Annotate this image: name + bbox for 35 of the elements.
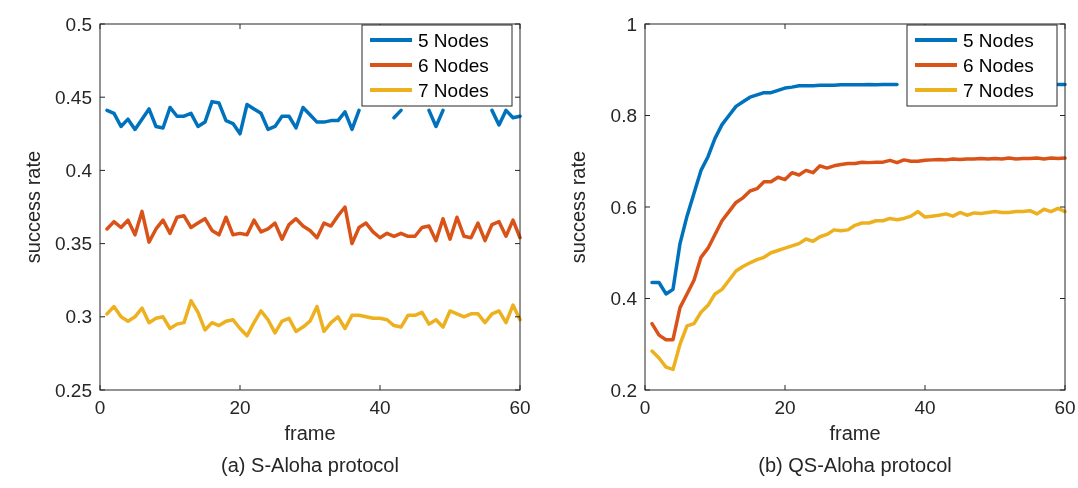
y-tick-label: 0.8: [610, 105, 637, 127]
legend-label: 5 Nodes: [963, 29, 1034, 51]
text: (a) S-Aloha protocol: [221, 454, 399, 476]
x-tick-label: 0: [639, 397, 651, 418]
x-tick-label: 40: [369, 397, 391, 418]
y-tick-label: 0.2: [610, 379, 637, 401]
x-axis-title: frame: [284, 422, 336, 444]
x-tick-label: 20: [229, 397, 251, 418]
line-series: [105, 205, 522, 246]
text: (b) QS-Aloha protocol: [758, 454, 952, 476]
line-series: [105, 298, 522, 338]
x-axis-title: frame: [829, 422, 881, 444]
y-axis-title: success rate: [22, 150, 44, 264]
x-tick-label: 0: [94, 397, 106, 418]
y-tick-label: 0.35: [55, 233, 92, 255]
legend-label: 6 Nodes: [418, 54, 489, 76]
legend-label: 7 Nodes: [418, 79, 489, 101]
y-axis-title: success rate: [567, 150, 589, 264]
y-tick-label: 0.25: [55, 379, 92, 401]
line-series: [650, 206, 1067, 372]
x-tick-label: 60: [509, 397, 531, 418]
x-tick-label: 60: [1054, 397, 1076, 418]
y-tick-label: 0.45: [55, 86, 92, 108]
y-tick-label: 0.4: [610, 288, 638, 310]
line-series: [650, 156, 1067, 342]
y-tick-label: 0.4: [65, 160, 93, 182]
x-tick-label: 20: [774, 397, 796, 418]
y-tick-label: 1: [626, 13, 637, 35]
x-tick-label: 40: [914, 397, 936, 418]
legend-label: 5 Nodes: [418, 29, 489, 51]
legend-label: 6 Nodes: [963, 54, 1034, 76]
legend-label: 7 Nodes: [963, 79, 1034, 101]
y-tick-label: 0.6: [610, 196, 637, 218]
y-tick-label: 0.5: [65, 13, 92, 35]
y-tick-label: 0.3: [65, 306, 92, 328]
